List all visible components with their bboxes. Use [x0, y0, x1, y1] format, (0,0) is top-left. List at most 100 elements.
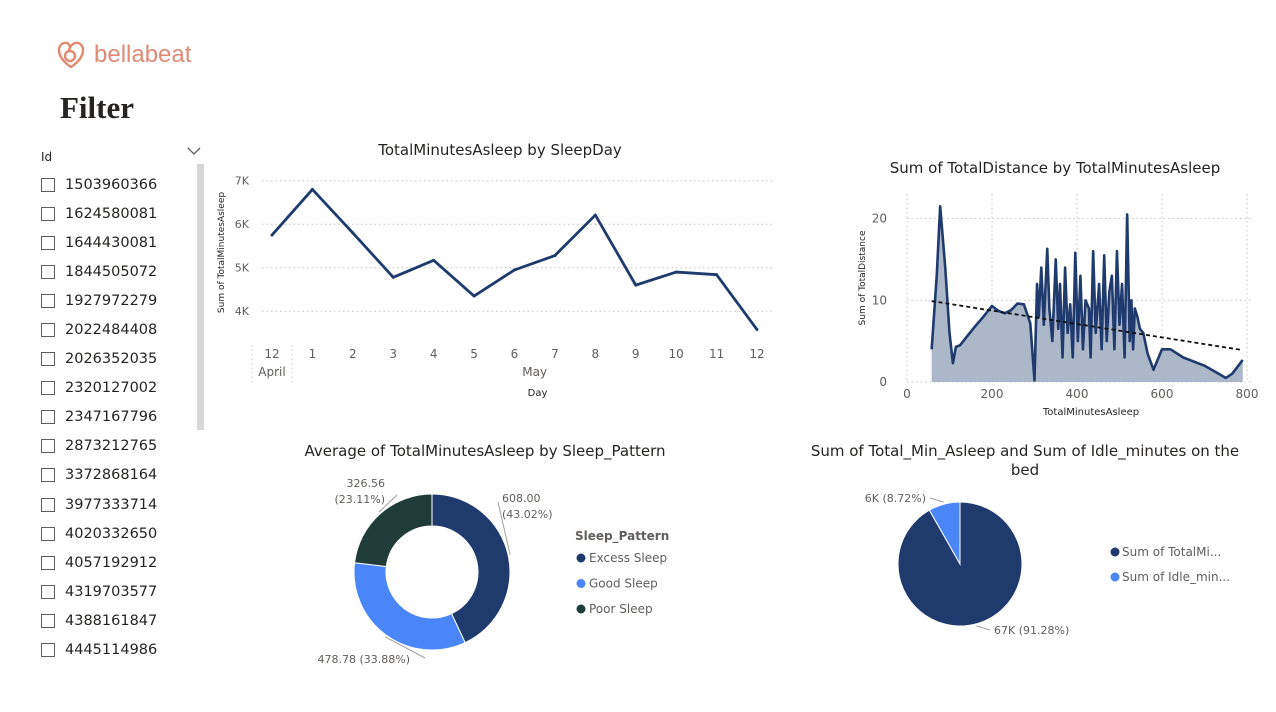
slicer-item[interactable]: 2347167796: [41, 403, 191, 432]
chevron-down-icon[interactable]: [187, 146, 201, 156]
pie-slice: [928, 501, 961, 566]
data-point: [472, 294, 476, 298]
slicer-item-label: 1644430081: [65, 234, 158, 251]
slicer-header[interactable]: Id: [41, 146, 201, 164]
checkbox[interactable]: [41, 526, 55, 541]
donut-chart-visual[interactable]: Average of TotalMinutesAsleep by Sleep_P…: [270, 440, 700, 675]
trend-line: [931, 300, 1243, 352]
slicer-item[interactable]: 4319703577: [41, 577, 191, 606]
area-chart-visual[interactable]: Sum of TotalDistance by TotalMinutesAsle…: [850, 158, 1260, 423]
donut-chart: 608.00 (43.02%) 478.78 (33.88%) 326.56 (23.1…: [317, 477, 669, 666]
slicer-item[interactable]: 4057192912: [41, 548, 191, 577]
legend-label: Good Sleep: [589, 577, 658, 591]
data-label: 67K (91.28%): [994, 624, 1069, 637]
legend-marker: [1110, 547, 1120, 557]
slicer-item[interactable]: 4445114986: [41, 636, 191, 665]
slicer-item-label: 4388161847: [65, 612, 158, 629]
slicer-item-label: 2320127002: [65, 380, 158, 397]
chart-title: Average of TotalMinutesAsleep by Sleep_P…: [304, 442, 666, 460]
x-axis-label: Day: [528, 388, 548, 399]
x-tick-label: 10: [669, 347, 684, 361]
brand-name: bellabeat: [94, 41, 192, 68]
slicer-item-label: 4057192912: [65, 554, 158, 571]
slicer-item[interactable]: 2026352035: [41, 345, 191, 374]
leader-line: [976, 625, 991, 631]
slicer-item-label: 4020332650: [65, 525, 158, 542]
slicer-item[interactable]: 2320127002: [41, 374, 191, 403]
slicer-item[interactable]: 3372868164: [41, 461, 191, 490]
series-line: [930, 204, 1244, 382]
x-tick-label: 11: [709, 347, 724, 361]
y-tick-label: 6K: [235, 218, 250, 231]
line-chart-visual[interactable]: TotalMinutesAsleep by SleepDay 4K 5K 6K 7K 1…: [210, 138, 790, 403]
checkbox[interactable]: [41, 206, 55, 221]
slicer-scrollbar[interactable]: [197, 164, 204, 430]
checkbox[interactable]: [41, 555, 55, 570]
y-tick-label: 7K: [235, 175, 250, 188]
x-tick-label: 12: [749, 347, 764, 361]
slicer-item[interactable]: 2873212765: [41, 432, 191, 461]
x-tick-label: 600: [1151, 387, 1174, 401]
y-tick-label: 10: [872, 293, 887, 307]
checkbox[interactable]: [41, 439, 55, 454]
legend-marker: [1110, 572, 1120, 582]
slicer-item-label: 1503960366: [65, 176, 158, 193]
checkbox[interactable]: [41, 410, 55, 425]
slicer-item-label: 3372868164: [65, 467, 158, 484]
slicer-item-label: 2873212765: [65, 438, 158, 455]
checkbox[interactable]: [41, 177, 55, 192]
y-tick-label: 0: [879, 375, 887, 389]
pie-chart: 67K (91.28%) 6K (8.72%) Sum of TotalMi... S…: [865, 492, 1230, 637]
data-point: [513, 268, 516, 272]
leader-line: [378, 494, 398, 513]
checkbox[interactable]: [41, 643, 55, 658]
x-tick-label: 0: [903, 387, 911, 401]
slicer-label: Id: [41, 150, 53, 164]
checkbox[interactable]: [41, 497, 55, 512]
checkbox[interactable]: [41, 323, 55, 338]
slicer-item[interactable]: 1844505072: [41, 257, 191, 286]
checkbox[interactable]: [41, 352, 55, 367]
data-point: [553, 254, 557, 258]
data-point: [634, 283, 638, 287]
legend-label: Sum of Idle_min...: [1122, 570, 1230, 584]
x-tick-label: 9: [632, 347, 640, 361]
pie-chart-visual[interactable]: Sum of Total_Min_Asleep and Sum of Idle_…: [800, 440, 1250, 675]
legend-title: Sleep_Pattern: [575, 529, 669, 544]
chart-title: Sum of TotalDistance by TotalMinutesAsle…: [889, 159, 1221, 177]
data-point: [310, 187, 314, 191]
leader-line: [497, 501, 511, 555]
checkbox[interactable]: [41, 468, 55, 483]
slicer-item-label: 4445114986: [65, 642, 158, 659]
checkbox[interactable]: [41, 264, 55, 279]
data-point: [391, 275, 395, 279]
checkbox[interactable]: [41, 613, 55, 628]
checkbox[interactable]: [41, 235, 55, 250]
slicer-item[interactable]: 4020332650: [41, 519, 191, 548]
slicer-item[interactable]: 1624580081: [41, 199, 191, 228]
slicer-item[interactable]: 1644430081: [41, 228, 191, 257]
data-label-percent: (43.02%): [502, 508, 553, 521]
slicer-item-label: 1624580081: [65, 205, 158, 222]
slicer-item[interactable]: 4388161847: [41, 606, 191, 635]
x-tick-label: 6: [511, 347, 519, 361]
slicer-item[interactable]: 2022484408: [41, 315, 191, 344]
y-axis-label: Sum of TotalDistance: [858, 230, 868, 325]
slicer-item[interactable]: 3977333714: [41, 490, 191, 519]
x-tick-label: 1: [309, 347, 317, 361]
id-slicer[interactable]: Id 1503960366 1624580081 1644430081 1844505…: [36, 140, 206, 668]
donut-slice: [431, 493, 511, 644]
slicer-item[interactable]: 1927972279: [41, 286, 191, 315]
slicer-item-label: 2026352035: [65, 351, 158, 368]
x-tick-label: 5: [470, 347, 478, 361]
x-tick-label: 4: [430, 347, 438, 361]
checkbox[interactable]: [41, 584, 55, 599]
checkbox[interactable]: [41, 293, 55, 308]
checkbox[interactable]: [41, 381, 55, 396]
data-label: 608.00: [502, 492, 541, 505]
y-axis-label: Sum of TotalMinutesAsleep: [217, 192, 227, 313]
x-tick-label: 7: [551, 347, 559, 361]
leader-line: [929, 497, 944, 503]
slicer-item[interactable]: 1503960366: [41, 170, 191, 199]
x-tick-label: 200: [981, 387, 1004, 401]
